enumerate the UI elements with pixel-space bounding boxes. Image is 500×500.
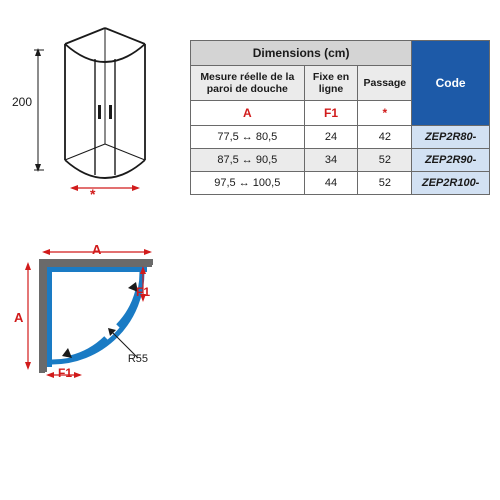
- plan-svg: [10, 230, 170, 390]
- cell-p: 52: [358, 172, 412, 195]
- plan-label-a-top: A: [92, 242, 101, 257]
- plan-label-f1-right: F1: [136, 285, 150, 299]
- dimensions-table: Dimensions (cm) Code Mesure réelle de la…: [190, 40, 490, 195]
- cell-p: 42: [358, 126, 412, 149]
- table-row: 87,5 ↔ 90,5 34 52 ZEP2R90-: [191, 149, 490, 172]
- cell-a: 97,5 ↔ 100,5: [191, 172, 305, 195]
- cell-code: ZEP2R80-: [412, 126, 490, 149]
- table-header-row: Dimensions (cm) Code: [191, 41, 490, 66]
- cell-f1: 24: [304, 126, 358, 149]
- letter-a: A: [191, 101, 305, 126]
- iso-svg: [10, 20, 170, 200]
- plan-label-a-left: A: [14, 310, 23, 325]
- cell-a: 87,5 ↔ 90,5: [191, 149, 305, 172]
- height-label: 200: [12, 95, 32, 109]
- header-dimensions: Dimensions (cm): [191, 41, 412, 66]
- subheader-fixe: Fixe en ligne: [304, 66, 358, 101]
- header-code: Code: [412, 41, 490, 126]
- plan-label-f1-bottom: F1: [58, 366, 72, 380]
- star-icon: *: [90, 186, 95, 202]
- cell-f1: 34: [304, 149, 358, 172]
- cell-p: 52: [358, 149, 412, 172]
- table-row: 77,5 ↔ 80,5 24 42 ZEP2R80-: [191, 126, 490, 149]
- subheader-passage: Passage: [358, 66, 412, 101]
- table-row: 97,5 ↔ 100,5 44 52 ZEP2R100-: [191, 172, 490, 195]
- letter-star: *: [358, 101, 412, 126]
- cell-code: ZEP2R90-: [412, 149, 490, 172]
- cell-f1: 44: [304, 172, 358, 195]
- diagrams-column: 200 *: [10, 20, 185, 480]
- cell-a: 77,5 ↔ 80,5: [191, 126, 305, 149]
- plan-diagram: A A F1 F1 R55: [10, 230, 170, 390]
- subheader-mesure: Mesure réelle de la paroi de douche: [191, 66, 305, 101]
- letter-f1: F1: [304, 101, 358, 126]
- plan-radius-label: R55: [128, 353, 148, 365]
- iso-diagram: 200 *: [10, 20, 170, 200]
- cell-code: ZEP2R100-: [412, 172, 490, 195]
- table-column: Dimensions (cm) Code Mesure réelle de la…: [185, 20, 490, 480]
- product-spec-sheet: 200 *: [0, 0, 500, 500]
